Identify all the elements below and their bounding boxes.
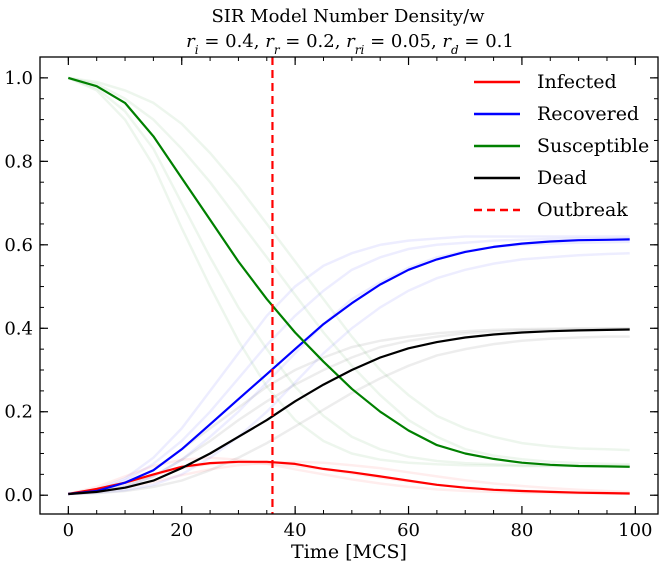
y-tick-label: 0.2 (4, 402, 33, 423)
legend-label-dead: Dead (537, 167, 587, 189)
series-line-recovered (68, 238, 630, 496)
x-tick-label: 40 (284, 520, 307, 541)
y-tick-label: 1.0 (4, 68, 33, 89)
y-tick-label: 0.6 (4, 235, 33, 256)
x-tick-label: 0 (63, 520, 74, 541)
faint-run-line (68, 251, 630, 496)
plot-frame (39, 56, 659, 515)
series-lines (67, 76, 630, 496)
legend-label-infected: Infected (537, 71, 617, 93)
series-line-dead (68, 328, 630, 496)
x-tick-label: 60 (397, 520, 420, 541)
y-tick-label: 0.0 (4, 485, 33, 506)
faint-run-line (68, 235, 630, 496)
y-tick-label: 0.8 (4, 151, 33, 172)
axis-ticks: 0 20 40 60 80 100 0.0 0.2 0.4 0.6 0.8 1.0 (4, 57, 658, 541)
chart-title: SIR Model Number Density/w (211, 6, 485, 27)
x-axis-label: Time [MCS] (291, 541, 407, 563)
legend-label-outbreak: Outbreak (537, 199, 628, 221)
series-line-infected (68, 460, 630, 496)
faint-run-line (68, 76, 630, 466)
chart-subtitle: ri = 0.4, rr = 0.2, rri = 0.05, rd = 0.1 (186, 31, 514, 57)
faint-run-line (68, 76, 630, 452)
x-tick-label: 100 (618, 520, 652, 541)
legend-label-recovered: Recovered (537, 103, 639, 125)
faint-run-line (67, 76, 630, 468)
faint-run-line (68, 237, 630, 496)
series-line-susceptible (67, 76, 630, 468)
faint-run-line (68, 460, 630, 496)
legend: Infected Recovered Susceptible Dead Outbreak (474, 71, 649, 221)
faint-run-line (67, 76, 630, 468)
faint-run-line (68, 327, 630, 496)
faint-run-line (68, 335, 630, 496)
y-tick-label: 0.4 (4, 318, 33, 339)
legend-label-susceptible: Susceptible (537, 135, 649, 157)
x-tick-label: 80 (510, 520, 533, 541)
x-tick-label: 20 (170, 520, 193, 541)
faint-run-line (68, 240, 630, 496)
